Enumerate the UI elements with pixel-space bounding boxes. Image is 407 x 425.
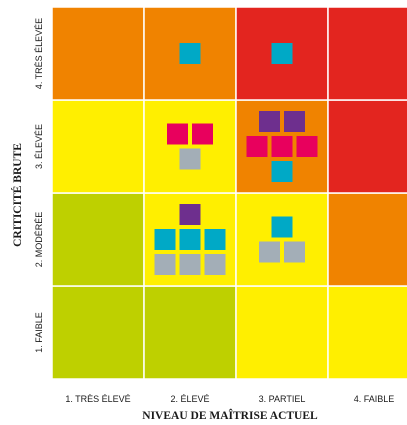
- y-tick-label: 4. TRÈS ÉLEVÉE: [34, 18, 44, 89]
- x-axis-title: NIVEAU DE MAÎTRISE ACTUEL: [142, 408, 318, 422]
- y-tick-label: 2. MODÉRÉE: [34, 212, 44, 268]
- matrix-cell: [143, 99, 237, 194]
- risk-marker: [271, 216, 293, 238]
- risk-marker: [154, 254, 176, 275]
- risk-marker: [179, 204, 201, 225]
- matrix-cell: [327, 6, 407, 101]
- risk-marker: [259, 111, 280, 132]
- x-tick-label: 2. ÉLEVÉ: [170, 394, 209, 404]
- risk-marker: [259, 241, 280, 263]
- risk-marker: [179, 148, 201, 170]
- y-tick-label: 3. ÉLEVÉE: [34, 124, 44, 169]
- risk-marker: [192, 123, 213, 145]
- matrix-cell: [51, 285, 145, 380]
- x-tick-labels: 1. TRÈS ÉLEVÉ 2. ÉLEVÉ 3. PARTIEL 4. FAIBLE: [65, 394, 394, 404]
- risk-marker: [179, 254, 201, 275]
- y-axis-title: CRITICITÉ BRUTE: [10, 143, 24, 247]
- matrix-cell: [235, 192, 329, 287]
- x-tick-label: 3. PARTIEL: [259, 394, 306, 404]
- x-tick-label: 1. TRÈS ÉLEVÉ: [65, 394, 130, 404]
- matrix-cell: [327, 285, 407, 380]
- matrix-cell: [51, 6, 145, 101]
- risk-marker: [271, 161, 293, 182]
- risk-marker: [204, 229, 226, 250]
- risk-marker: [167, 123, 188, 145]
- matrix-cell: [327, 192, 407, 287]
- risk-marker: [179, 43, 201, 64]
- matrix-cell: [51, 192, 145, 287]
- risk-marker: [246, 136, 268, 157]
- matrix-cell: [327, 99, 407, 194]
- matrix-cells: [51, 6, 407, 380]
- risk-markers: [154, 43, 318, 275]
- risk-marker: [284, 111, 305, 132]
- matrix-cell: [235, 285, 329, 380]
- matrix-cell: [51, 99, 145, 194]
- risk-marker: [179, 229, 201, 250]
- matrix-cell: [143, 285, 237, 380]
- risk-marker: [271, 43, 293, 64]
- risk-marker: [271, 136, 293, 157]
- y-tick-label: 1. FAIBLE: [34, 312, 44, 353]
- risk-marker: [204, 254, 226, 275]
- risk-marker: [154, 229, 176, 250]
- x-tick-label: 4. FAIBLE: [354, 394, 395, 404]
- risk-marker: [296, 136, 318, 157]
- risk-marker: [284, 241, 305, 263]
- y-tick-labels: 1. FAIBLE 2. MODÉRÉE 3. ÉLEVÉE 4. TRÈS ÉLEV…: [34, 18, 44, 353]
